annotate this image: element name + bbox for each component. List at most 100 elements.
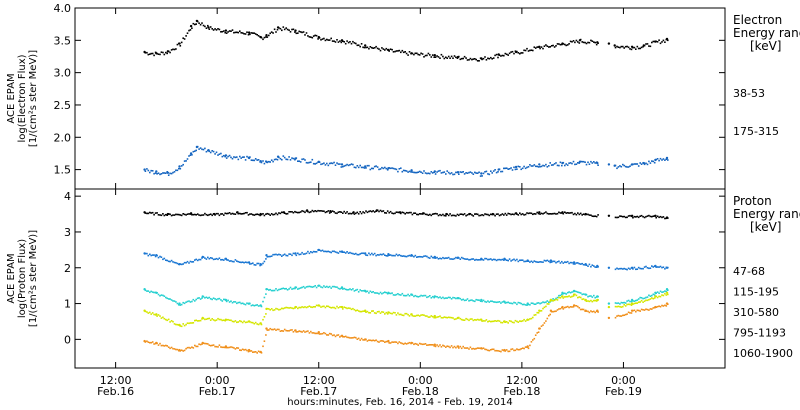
data-point <box>178 213 180 216</box>
data-point <box>340 41 343 44</box>
data-point <box>195 298 197 301</box>
data-point <box>556 43 559 45</box>
data-point <box>620 165 623 168</box>
data-point <box>295 211 298 214</box>
data-point <box>151 52 154 55</box>
data-point <box>389 167 392 170</box>
data-point <box>357 213 360 215</box>
data-point <box>201 255 204 259</box>
data-point <box>220 152 222 155</box>
data-point <box>501 301 504 303</box>
data-point <box>204 257 206 259</box>
data-point <box>224 319 226 322</box>
data-point <box>208 213 211 216</box>
data-point <box>442 296 444 299</box>
data-point <box>440 346 443 348</box>
data-point <box>667 159 669 161</box>
data-point <box>581 262 583 265</box>
data-point <box>233 301 235 303</box>
data-point <box>421 256 424 258</box>
data-point <box>553 310 556 313</box>
data-point <box>491 320 493 323</box>
data-point <box>368 311 370 314</box>
data-point <box>539 165 541 168</box>
data-point <box>371 339 373 342</box>
data-point <box>523 303 525 306</box>
data-point <box>434 56 437 58</box>
data-point <box>446 257 448 259</box>
data-point <box>387 291 390 294</box>
data-point <box>414 294 417 297</box>
data-point <box>211 214 213 217</box>
data-point <box>212 319 215 321</box>
data-point <box>540 165 543 168</box>
data-point <box>429 316 431 318</box>
data-point <box>614 302 617 304</box>
data-point <box>178 323 181 327</box>
data-point <box>538 211 541 214</box>
data-point <box>526 212 528 214</box>
data-point <box>394 168 396 170</box>
data-point <box>223 346 225 349</box>
data-point <box>360 337 363 340</box>
data-point <box>185 347 187 350</box>
data-point <box>231 320 234 323</box>
data-point <box>593 161 595 163</box>
data-point <box>375 292 377 294</box>
data-point <box>423 314 425 316</box>
data-point <box>431 213 434 215</box>
data-point <box>459 317 462 320</box>
data-point <box>587 41 589 44</box>
data-point <box>227 346 229 349</box>
data-point <box>310 211 312 213</box>
data-point <box>366 254 369 257</box>
data-point <box>418 255 421 258</box>
data-point <box>201 297 203 299</box>
x-tick-label: 0:00 <box>611 374 636 387</box>
data-point <box>521 167 524 170</box>
data-point <box>617 314 620 317</box>
data-point <box>536 332 538 334</box>
data-point <box>658 39 660 41</box>
data-point <box>147 341 150 343</box>
data-point <box>471 348 473 350</box>
data-point <box>424 294 427 297</box>
data-point <box>272 309 274 312</box>
data-point <box>536 311 538 314</box>
data-point <box>273 213 276 216</box>
data-point <box>516 320 518 323</box>
data-point <box>494 320 496 322</box>
data-point <box>536 165 538 168</box>
data-point <box>372 339 374 342</box>
data-point <box>635 216 637 218</box>
data-point <box>545 163 547 166</box>
data-point <box>220 299 222 301</box>
data-point <box>323 37 325 40</box>
data-point <box>217 154 219 156</box>
data-point <box>243 303 245 305</box>
data-point <box>165 344 167 347</box>
data-point <box>308 252 311 255</box>
data-point <box>574 163 576 166</box>
data-point <box>194 259 196 261</box>
data-point <box>414 52 417 55</box>
data-point <box>651 215 653 218</box>
data-point <box>246 155 248 158</box>
data-point <box>324 164 327 166</box>
data-point <box>298 253 300 256</box>
data-point <box>247 320 251 323</box>
data-point <box>349 288 351 290</box>
data-point <box>395 293 398 296</box>
data-point <box>281 211 283 214</box>
data-point <box>225 32 228 34</box>
data-point <box>481 58 483 61</box>
data-point <box>584 293 587 296</box>
data-point <box>596 161 599 165</box>
data-point <box>564 306 566 309</box>
data-point <box>497 213 499 215</box>
data-point <box>413 315 415 317</box>
data-point <box>497 319 499 322</box>
data-point <box>240 261 242 264</box>
data-point <box>151 291 154 293</box>
data-point <box>456 213 459 216</box>
